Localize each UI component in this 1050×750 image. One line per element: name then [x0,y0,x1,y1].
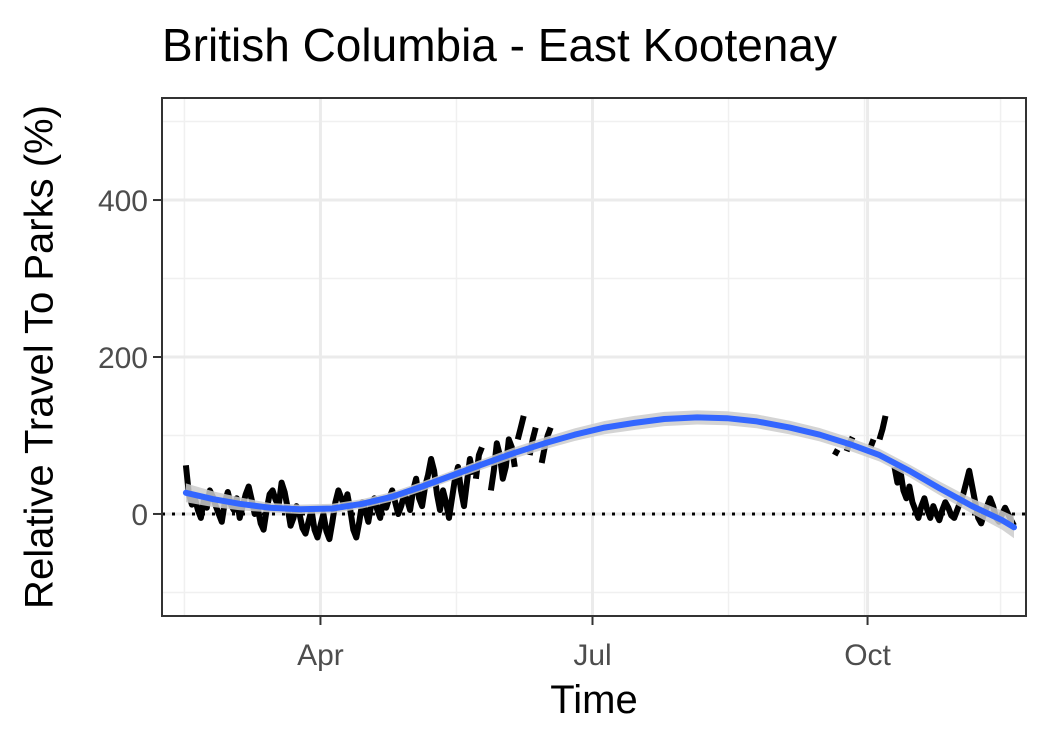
y-tick-label: 400 [98,185,148,218]
x-tick-label: Apr [297,639,344,672]
x-tick-label: Jul [573,639,611,672]
x-axis-label: Time [550,678,638,722]
chart-title: British Columbia - East Kootenay [162,19,837,71]
x-tick-label: Oct [844,639,891,672]
observed-segment [514,415,527,441]
observed-segment [832,448,841,457]
y-tick-label: 200 [98,342,148,375]
x-axis-ticks: Apr Jul Oct [297,616,892,672]
smoothed-trend-line [182,414,1017,531]
y-tick-label: 0 [131,499,148,532]
y-axis-ticks: 0 200 400 [98,185,162,532]
observed-segment [876,415,889,441]
